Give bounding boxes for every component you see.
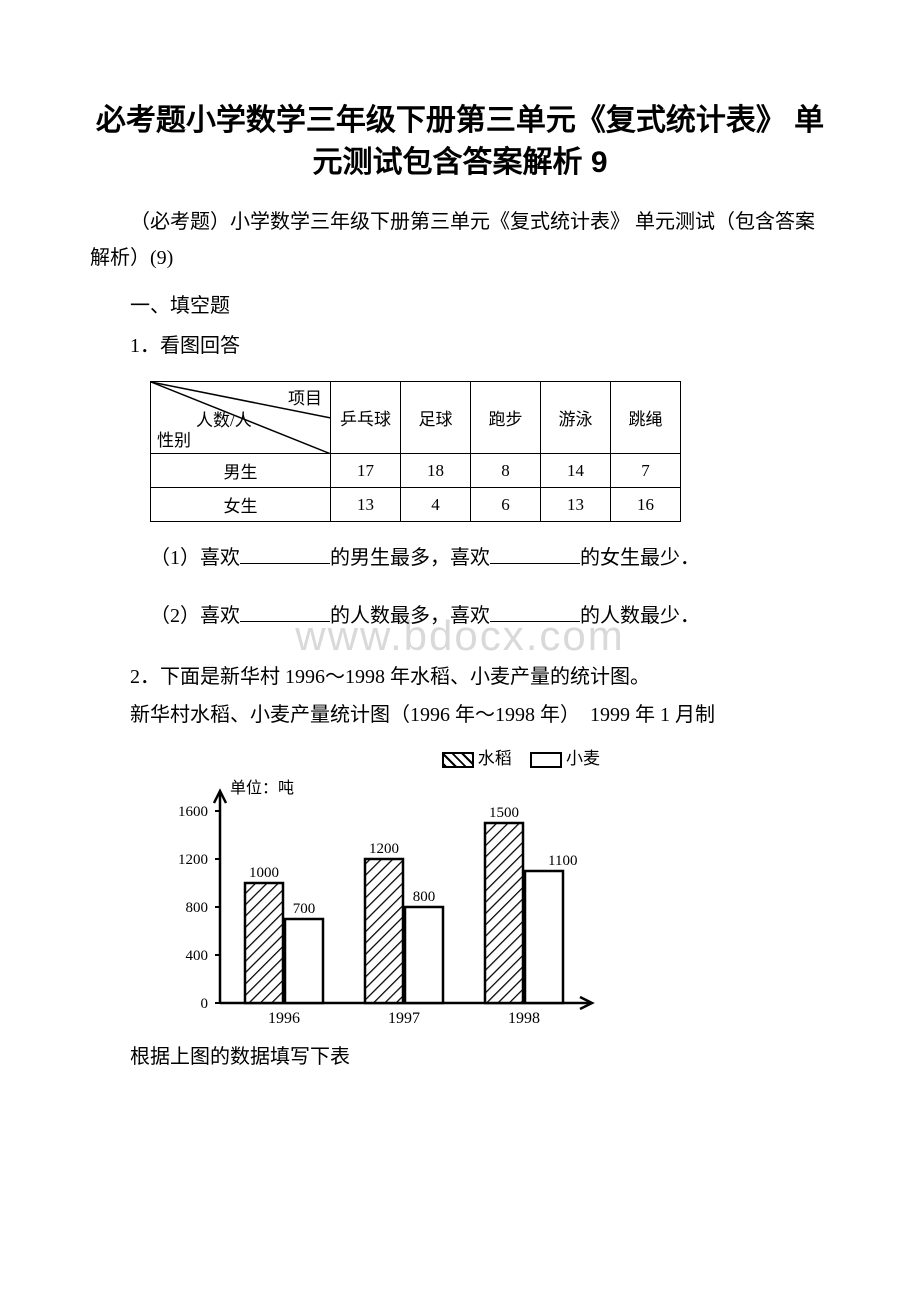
wheat-bar — [405, 907, 443, 1003]
table-row: 女生 13 4 6 13 16 — [151, 488, 681, 522]
bar-group-1997: 1200 800 1997 — [365, 841, 443, 1027]
q1-fill2: （2）喜欢 的人数最多，喜欢 的人数最少． — [150, 594, 830, 638]
page-title: 必考题小学数学三年级下册第三单元《复式统计表》 单元测试包含答案解析 9 — [90, 100, 830, 184]
row-label: 女生 — [151, 488, 331, 522]
fill-text: 的人数最多，喜欢 — [330, 605, 490, 627]
ytick-label: 1600 — [178, 804, 208, 820]
x-category-label: 1997 — [388, 1010, 420, 1027]
fill-text: 的女生最少． — [580, 547, 700, 569]
cell: 6 — [471, 488, 541, 522]
rice-bar — [365, 859, 403, 1003]
legend-rice-icon — [442, 752, 474, 768]
diag-mid-label: 人数/人 — [196, 406, 252, 431]
diag-bot-label: 性别 — [157, 426, 191, 451]
q1-table: 项目 人数/人 性别 乒乓球 足球 跑步 游泳 跳绳 男生 17 18 8 14… — [150, 381, 681, 522]
rice-bar — [245, 883, 283, 1003]
q1-table-wrap: 项目 人数/人 性别 乒乓球 足球 跑步 游泳 跳绳 男生 17 18 8 14… — [150, 381, 830, 522]
q2-chart-wrap: 水稻 小麦 0 400 800 — [150, 744, 620, 1033]
q1-fill1: （1）喜欢 的男生最多，喜欢 的女生最少． — [150, 536, 830, 580]
chart-legend: 水稻 小麦 — [150, 744, 620, 769]
legend-wheat-icon — [530, 752, 562, 768]
q2-stem: 2．下面是新华村 1996～1998 年水稻、小麦产量的统计图。 — [90, 658, 830, 696]
ytick-label: 800 — [186, 900, 209, 916]
cell: 13 — [331, 488, 401, 522]
rice-bar — [485, 823, 523, 1003]
col-header: 跑步 — [471, 382, 541, 454]
bar-value-label: 1200 — [369, 841, 399, 857]
cell: 18 — [401, 454, 471, 488]
cell: 14 — [541, 454, 611, 488]
bar-value-label: 1000 — [249, 865, 279, 881]
bar-value-label: 1500 — [489, 805, 519, 821]
bar-value-label: 700 — [293, 901, 316, 917]
row-label: 男生 — [151, 454, 331, 488]
col-header: 乒乓球 — [331, 382, 401, 454]
cell: 8 — [471, 454, 541, 488]
blank — [240, 602, 330, 622]
q2-caption: 新华村水稻、小麦产量统计图（1996 年～1998 年） 1999 年 1 月制 — [90, 696, 830, 734]
legend-rice-label: 水稻 — [478, 749, 512, 768]
fill-text: 的男生最多，喜欢 — [330, 547, 490, 569]
bar-group-1998: 1500 1100 1998 — [485, 805, 577, 1027]
diag-header-cell: 项目 人数/人 性别 — [151, 382, 331, 454]
q1-stem: 1．看图回答 — [90, 326, 830, 366]
cell: 16 — [611, 488, 681, 522]
bar-value-label: 800 — [413, 889, 436, 905]
fill-text: （2）喜欢 — [150, 605, 240, 627]
wheat-bar — [285, 919, 323, 1003]
fill-text: （1）喜欢 — [150, 547, 240, 569]
diag-top-label: 项目 — [288, 384, 322, 409]
section-heading: 一、填空题 — [90, 286, 830, 326]
y-ticks: 0 400 800 1200 1600 — [178, 804, 220, 1012]
subtitle-text: （必考题）小学数学三年级下册第三单元《复式统计表》 单元测试（包含答案解析）(9… — [90, 204, 830, 276]
col-header: 游泳 — [541, 382, 611, 454]
ytick-label: 0 — [201, 996, 209, 1012]
y-axis-label: 单位：吨 — [230, 779, 294, 797]
ytick-label: 1200 — [178, 852, 208, 868]
fill-text: 的人数最少． — [580, 605, 700, 627]
blank — [240, 544, 330, 564]
col-header: 足球 — [401, 382, 471, 454]
cell: 7 — [611, 454, 681, 488]
x-category-label: 1996 — [268, 1010, 300, 1027]
bar-value-label: 1100 — [548, 853, 577, 869]
bar-group-1996: 1000 700 1996 — [245, 865, 323, 1027]
cell: 4 — [401, 488, 471, 522]
ytick-label: 400 — [186, 948, 209, 964]
table-row: 男生 17 18 8 14 7 — [151, 454, 681, 488]
col-header: 跳绳 — [611, 382, 681, 454]
legend-wheat-label: 小麦 — [566, 749, 600, 768]
blank — [490, 544, 580, 564]
cell: 17 — [331, 454, 401, 488]
blank — [490, 602, 580, 622]
q2-footer: 根据上图的数据填写下表 — [90, 1038, 830, 1076]
x-category-label: 1998 — [508, 1010, 540, 1027]
cell: 13 — [541, 488, 611, 522]
bar-chart: 0 400 800 1200 1600 单位：吨 1000 700 1996 — [150, 773, 620, 1033]
wheat-bar — [525, 871, 563, 1003]
